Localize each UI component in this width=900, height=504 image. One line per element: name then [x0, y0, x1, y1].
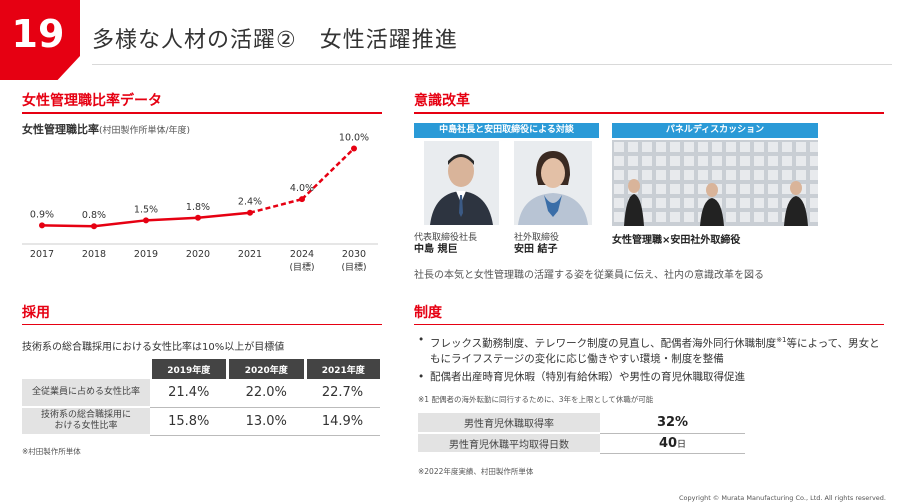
table-cell: 15.8%	[150, 407, 228, 436]
awareness-section-rule	[414, 112, 884, 114]
series-line-segment	[197, 211, 251, 220]
page-title: 多様な人材の活躍② 女性活躍推進	[92, 28, 458, 53]
photo-president	[424, 141, 499, 225]
page-number-badge	[0, 0, 80, 80]
table-cell: 13.0%	[227, 407, 305, 436]
table-row: 全従業員に占める女性比率 21.4% 22.0% 22.7%	[22, 379, 380, 408]
data-point	[351, 145, 357, 152]
data-label: 4.0%	[290, 183, 314, 194]
x-tick-label: 2017	[30, 249, 54, 260]
x-tick-label: 2018	[82, 249, 106, 260]
table-row: 男性育児休職平均取得日数 40日	[418, 433, 745, 454]
data-label: 1.8%	[186, 202, 210, 213]
person2-title: 社外取締役	[514, 233, 560, 243]
system-section-rule	[414, 324, 884, 325]
recruit-target-text: 技術系の総合職採用における女性比率は10%以上が目標値	[22, 342, 285, 353]
system-section-heading: 制度	[414, 305, 442, 321]
awareness-description: 社長の本気と女性管理職の活躍する姿を従業員に伝え、社内の意識改革を図る	[414, 270, 764, 281]
data-label: 1.5%	[134, 204, 158, 215]
leave-days-value: 40日	[600, 433, 745, 454]
x-tick-label: 2024	[290, 249, 314, 260]
recruit-section-heading: 採用	[22, 305, 50, 321]
x-tick-sublabel: (目標)	[341, 261, 366, 273]
chart-caption: 女性管理職比率(村田製作所単体/年度)	[22, 121, 190, 137]
chart-caption-title: 女性管理職比率	[22, 123, 99, 136]
person1-label: 代表取締役社長 中島 規巨	[414, 232, 477, 256]
row-label: 技術系の総合職採用に おける女性比率	[22, 407, 150, 436]
person2-label: 社外取締役 安田 結子	[514, 232, 559, 256]
data-label: 10.0%	[339, 132, 369, 143]
x-tick-sublabel: (目標)	[289, 261, 314, 273]
data-label: 2.4%	[238, 197, 262, 208]
list-item: 配偶者出産時育児休暇（特別有給休暇）や男性の育児休職取得促進	[418, 370, 888, 385]
target-line-segment	[301, 147, 355, 201]
leave-days-label: 男性育児休職平均取得日数	[418, 433, 600, 454]
list-item: フレックス勤務制度、テレワーク制度の見直し、配偶者海外同行休職制度※1等によって…	[418, 333, 888, 367]
data-point	[299, 196, 305, 203]
column-header: 2021年度	[303, 359, 380, 379]
leave-rate-label: 男性育児休職取得率	[418, 413, 600, 434]
data-point	[195, 214, 201, 221]
panel-caption: 女性管理職×安田社外取締役	[612, 235, 741, 246]
x-tick-label: 2020	[186, 249, 210, 260]
person1-title: 代表取締役社長	[414, 233, 478, 243]
target-line-segment	[249, 197, 303, 214]
series-line-segment	[93, 219, 147, 228]
column-header: 2020年度	[226, 359, 305, 379]
chart-section-rule	[22, 112, 382, 114]
photo-director	[514, 141, 592, 225]
page-number: 19	[11, 12, 65, 56]
table-cell: 14.9%	[305, 407, 380, 436]
copyright: Copyright © Murata Manufacturing Co., Lt…	[678, 494, 886, 502]
x-tick-label: 2021	[238, 249, 262, 260]
series-line-segment	[145, 216, 199, 222]
data-point	[39, 222, 45, 229]
recruit-note: ※村田製作所単体	[22, 447, 81, 456]
awareness-section-heading: 意識改革	[414, 93, 470, 109]
recruit-table-header: 2019年度 2020年度 2021年度	[22, 359, 380, 379]
data-point	[247, 209, 253, 216]
leave-rate-value: 32%	[600, 413, 745, 434]
female-manager-ratio-chart: 0.9% 2017 0.8% 2018 1.5% 2019 1.8% 2020 2.4% 2021…	[22, 132, 378, 273]
person2-name: 安田 結子	[514, 244, 558, 255]
chart-caption-sub: (村田製作所単体/年度)	[99, 126, 191, 136]
data-point	[143, 217, 149, 224]
table-row: 技術系の総合職採用に おける女性比率 15.8% 13.0% 14.9%	[22, 407, 380, 436]
row-label-line: おける女性比率	[54, 421, 118, 431]
row-label-line: 技術系の総合職採用に	[40, 410, 131, 420]
data-label: 0.8%	[82, 210, 106, 221]
x-tick-label: 2030	[342, 249, 366, 260]
table-cell: 22.7%	[305, 379, 380, 408]
row-label: 全従業員に占める女性比率	[22, 379, 150, 408]
data-label: 0.9%	[30, 209, 54, 220]
data-point	[91, 223, 97, 230]
table-cell: 22.0%	[227, 379, 305, 408]
recruit-section-rule	[22, 324, 382, 325]
paternity-leave-table: 男性育児休職取得率 32% 男性育児休職平均取得日数 40日	[418, 413, 745, 454]
column-header: 2019年度	[148, 359, 228, 379]
recruit-table: 2019年度 2020年度 2021年度 全従業員に占める女性比率 21.4% …	[22, 359, 380, 436]
panel-banner: パネルディスカッション	[612, 123, 818, 138]
title-divider	[92, 64, 892, 65]
series-line-segment	[41, 224, 95, 228]
person1-name: 中島 規巨	[414, 244, 458, 255]
table-row: 男性育児休職取得率 32%	[418, 413, 745, 434]
system-bullet-list: フレックス勤務制度、テレワーク制度の見直し、配偶者海外同行休職制度※1等によって…	[418, 333, 888, 388]
dialogue-banner: 中島社長と安田取締役による対談	[414, 123, 599, 138]
system-footnote: ※1 配偶者の海外転勤に同行するために、3年を上限として休職が可能	[418, 395, 654, 404]
x-tick-label: 2019	[134, 249, 158, 260]
table-cell: 21.4%	[150, 379, 228, 408]
system-note: ※2022年度実績、村田製作所単体	[418, 467, 534, 476]
photo-panel-discussion	[612, 140, 818, 226]
chart-section-heading: 女性管理職比率データ	[22, 93, 162, 109]
